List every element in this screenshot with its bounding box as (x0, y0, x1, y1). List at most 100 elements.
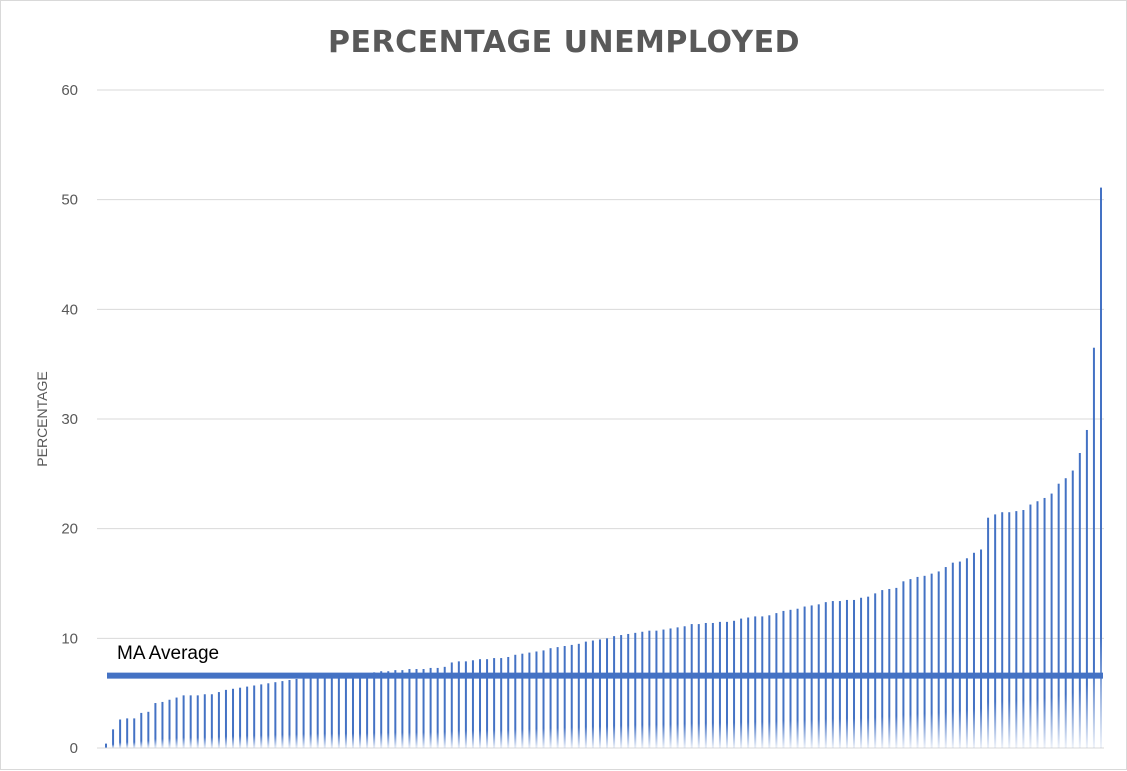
bar (140, 712, 143, 748)
bar (1092, 347, 1095, 748)
y-tick-label: 10 (61, 630, 78, 647)
y-tick-label: 40 (61, 301, 78, 318)
bar (274, 682, 277, 748)
bar (951, 562, 954, 748)
bar (965, 558, 968, 748)
bar (881, 590, 884, 748)
bar (380, 671, 383, 748)
bar (994, 514, 997, 748)
y-tick-label: 0 (70, 740, 78, 757)
ma-average-label: MA Average (117, 643, 219, 664)
bar (351, 674, 354, 748)
bar (486, 659, 489, 748)
bar (1036, 501, 1039, 748)
bar (916, 576, 919, 748)
bar (683, 626, 686, 748)
bar (1071, 470, 1074, 748)
bar (232, 688, 235, 748)
bar (740, 618, 743, 748)
bar (196, 695, 199, 748)
bar (394, 670, 397, 748)
bar (161, 701, 164, 748)
bar (246, 686, 249, 748)
bar (958, 561, 961, 748)
bar (429, 667, 432, 748)
bar (1085, 429, 1088, 748)
bar (761, 616, 764, 748)
bar (133, 718, 136, 748)
bar (648, 630, 651, 748)
bar (500, 658, 503, 748)
bar (203, 694, 206, 748)
bar (1001, 512, 1004, 748)
bar (175, 697, 178, 748)
bar (408, 669, 411, 748)
bar (147, 711, 150, 748)
bar (189, 695, 192, 748)
bar (401, 670, 404, 748)
bar (1015, 511, 1018, 748)
bar (1043, 497, 1046, 748)
bar (1050, 493, 1053, 748)
bar (789, 609, 792, 748)
bar (1029, 504, 1032, 748)
bar (1008, 512, 1011, 748)
bar (584, 641, 587, 748)
bar (1022, 510, 1025, 748)
bar (267, 683, 270, 748)
bar (253, 685, 256, 748)
bar (323, 675, 326, 748)
bar (507, 656, 510, 748)
bar (733, 620, 736, 748)
bar (542, 650, 545, 748)
bar (126, 718, 129, 748)
bar (775, 613, 778, 748)
bar (598, 639, 601, 748)
bar (337, 675, 340, 748)
bar (330, 675, 333, 748)
bar (239, 687, 242, 748)
bar (105, 743, 107, 748)
bar (768, 615, 771, 748)
bar (613, 636, 616, 748)
bar (309, 676, 312, 748)
y-axis-ticks: 0 10 20 30 40 50 60 (61, 82, 78, 757)
y-tick-label: 30 (61, 411, 78, 428)
bar (366, 673, 369, 748)
bar (634, 632, 637, 748)
bar (655, 630, 658, 748)
bar (316, 675, 319, 748)
bar (493, 658, 496, 748)
bar (747, 617, 750, 748)
bar (528, 652, 531, 748)
bar (591, 640, 594, 748)
bar (895, 587, 898, 748)
bar (387, 671, 390, 748)
bar (112, 729, 115, 748)
chart-title: PERCENTAGE UNEMPLOYED (328, 25, 800, 60)
bar (987, 517, 990, 748)
bar (944, 567, 947, 748)
bar (627, 633, 630, 748)
bar (662, 629, 665, 748)
bar (923, 575, 926, 748)
bar (443, 666, 446, 748)
bar (422, 669, 425, 748)
bar (641, 631, 644, 748)
bar (288, 680, 291, 748)
bar (937, 571, 940, 748)
bar (556, 647, 559, 748)
bar (697, 624, 700, 748)
bar (676, 627, 679, 748)
bar (450, 662, 453, 748)
bar (210, 694, 213, 748)
bar (690, 624, 693, 748)
bar (521, 653, 524, 748)
bar (1100, 187, 1102, 749)
bar (972, 552, 975, 748)
bar (725, 621, 728, 748)
bar (620, 635, 623, 748)
bar (295, 678, 298, 748)
